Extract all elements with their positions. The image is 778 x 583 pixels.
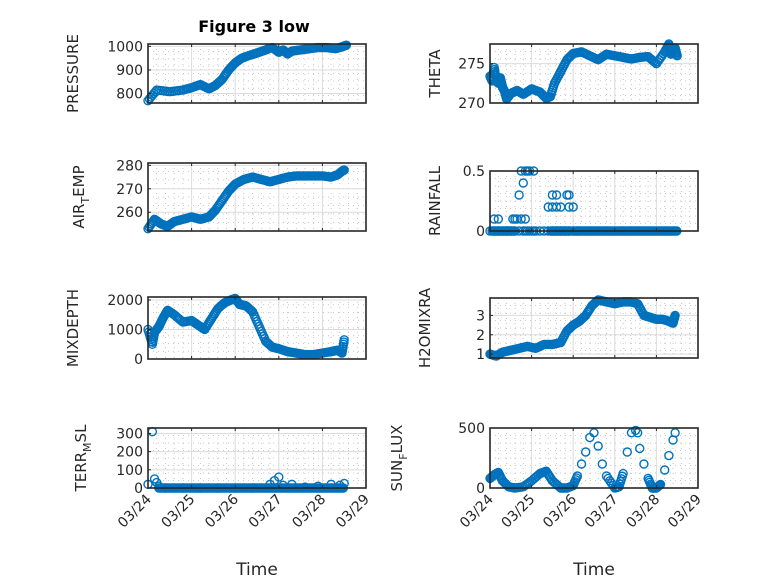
data-point [547, 190, 558, 200]
subplot-h2omixra: 1 2 3 H2OMIXRA [416, 287, 699, 368]
subplot-theta: 270 275 THETA [426, 39, 699, 112]
y-tick-label: 0 [134, 481, 143, 497]
data-point [630, 425, 641, 436]
y-axis-label: AIRTEMP [70, 165, 92, 228]
data-point [520, 214, 531, 224]
y-tick-label: 2 [476, 328, 485, 344]
y-tick-label: 100 [116, 463, 143, 479]
y-tick-label: 0 [476, 224, 485, 240]
subplot-sun_flux: 0 500 SUNFLUX 03/24 03/25 03/26 03/27 03/28 03/2… [388, 421, 705, 580]
data-point [593, 441, 603, 451]
x-tick-label: 03/26 [202, 491, 242, 531]
axes-frame [489, 427, 699, 489]
subplot-mixdepth: 0 1000 2000 MIXDEPTH [64, 289, 367, 368]
data-point [622, 447, 632, 457]
data-point [672, 51, 682, 61]
data-point [514, 190, 524, 200]
y-axis-label: H2OMIXRA [416, 287, 434, 368]
y-tick-label: 1 [476, 347, 485, 363]
y-axis-label: RAINFALL [426, 165, 444, 236]
y-axis-label: MIXDEPTH [64, 289, 82, 367]
data-point [576, 459, 587, 469]
y-axis-label: THETA [426, 49, 444, 99]
y-tick-label: 0 [476, 481, 485, 497]
data-point [597, 459, 608, 469]
axes-frame [489, 170, 699, 232]
y-tick-label: 270 [458, 96, 485, 112]
axes-frame [147, 296, 367, 360]
y-tick-label: 260 [116, 205, 143, 221]
y-tick-label: 900 [116, 63, 143, 79]
data-point [339, 165, 349, 175]
y-axis-label: SUNFLUX [388, 425, 410, 492]
x-tick-label: 03/28 [623, 492, 663, 532]
x-tick-label: 03/24 [457, 491, 497, 531]
y-tick-label: 275 [458, 57, 485, 73]
y-tick-label: 0.5 [463, 164, 485, 180]
y-tick-label: 1000 [107, 322, 143, 338]
x-tick-label: 03/27 [582, 492, 622, 532]
data-point [551, 190, 562, 200]
data-point [339, 335, 349, 345]
x-axis-label: Time [572, 560, 615, 580]
data-point [300, 482, 310, 492]
y-tick-label: 3 [476, 308, 485, 324]
y-tick-label: 270 [116, 182, 143, 198]
y-axis-label: TERRMSL [72, 424, 94, 493]
subplot-pressure: 800 900 1000 PRESSURE [64, 34, 367, 113]
data-point [516, 214, 526, 224]
y-tick-label: 2000 [107, 293, 143, 309]
x-tick-label: 03/27 [246, 492, 286, 532]
axes-frame [147, 43, 367, 104]
data-point [664, 450, 674, 461]
axes-frame [489, 297, 699, 359]
y-tick-label: 200 [116, 445, 143, 461]
data-point [618, 468, 628, 479]
axes-frame [489, 43, 699, 104]
data-point [564, 202, 574, 212]
x-tick-label: 03/29 [333, 492, 373, 532]
y-tick-label: 1000 [107, 39, 143, 55]
y-tick-label: 300 [116, 426, 143, 442]
y-tick-label: 800 [116, 87, 143, 103]
data-point [580, 447, 591, 457]
data-point [551, 202, 562, 212]
x-tick-label: 03/24 [115, 491, 155, 531]
subplot-air_temp: 260 270 280 AIRTEMP [70, 158, 367, 234]
y-tick-label: 0 [134, 352, 143, 368]
data-point [660, 465, 670, 475]
x-tick-label: 03/25 [499, 492, 539, 532]
x-tick-label: 03/28 [289, 492, 329, 532]
x-tick-label: 03/26 [540, 491, 580, 531]
subplot-rainfall: 0 0.5 RAINFALL [426, 164, 699, 240]
data-point [635, 443, 645, 454]
data-point [341, 40, 352, 50]
data-point [670, 310, 680, 321]
x-axis-label: Time [235, 560, 278, 580]
data-point [564, 190, 574, 200]
data-point [493, 214, 504, 224]
figure-title: Figure 3 low [198, 17, 310, 36]
data-point [154, 481, 164, 491]
axes-frame [147, 162, 367, 232]
axes-background [148, 428, 366, 488]
y-tick-label: 280 [116, 158, 143, 174]
y-tick-label: 500 [458, 421, 485, 437]
data-point [572, 471, 583, 481]
data-point [568, 202, 578, 212]
data-point [274, 472, 284, 482]
y-axis-label: PRESSURE [64, 34, 82, 113]
x-tick-label: 03/25 [159, 492, 199, 532]
axes-frame [147, 427, 367, 489]
data-point [335, 480, 345, 490]
data-point [639, 459, 649, 469]
data-point [518, 178, 528, 188]
x-tick-label: 03/29 [665, 492, 705, 532]
